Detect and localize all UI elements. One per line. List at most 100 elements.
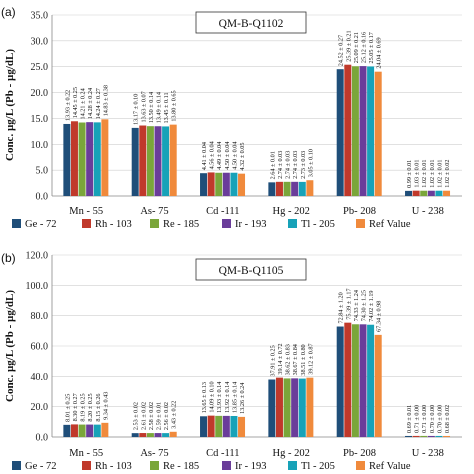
y-tick-label: 30.0 bbox=[31, 36, 49, 47]
y-tick-label: 40.0 bbox=[31, 372, 49, 383]
data-label: 8.15 ± 0.26 bbox=[95, 393, 102, 421]
bar-ir-193-0 bbox=[86, 424, 94, 437]
legend-swatch bbox=[222, 219, 231, 228]
bar-re-185-3 bbox=[283, 181, 291, 196]
legend-swatch bbox=[150, 219, 159, 228]
bar-re-185-5 bbox=[420, 190, 428, 196]
y-axis-label: Conc. µg/L (Pb - µg/dL) bbox=[4, 49, 16, 161]
x-category-label: Hg - 202 bbox=[272, 206, 309, 217]
bar-rh-103-0 bbox=[70, 424, 78, 437]
bar-tl-205-5 bbox=[435, 190, 443, 196]
legend-swatch bbox=[356, 461, 365, 470]
bar-rh-103-0 bbox=[70, 121, 78, 196]
legend-swatch bbox=[12, 219, 21, 228]
bar-re-185-0 bbox=[78, 122, 86, 196]
data-label: 2.74 ± 0.03 bbox=[285, 151, 292, 179]
bar-tl-205-3 bbox=[298, 378, 306, 437]
data-label: 8.30 ± 0.27 bbox=[72, 393, 79, 421]
data-label: 13.49 ± 0.14 bbox=[156, 92, 163, 123]
data-label: 4.41 ± 0.04 bbox=[201, 142, 208, 170]
legend-entry: Ge - 72 bbox=[25, 461, 57, 472]
bar-ref-value-4 bbox=[374, 334, 382, 437]
data-label: 13.80 ± 0.65 bbox=[171, 90, 178, 121]
legend-swatch bbox=[288, 461, 297, 470]
data-label: 4.32 ± 0.05 bbox=[239, 143, 246, 171]
bar-rh-103-1 bbox=[139, 433, 147, 437]
panel-tag: (a) bbox=[1, 5, 16, 19]
x-category-label: Hg - 202 bbox=[272, 448, 309, 459]
data-label: 0.99 ± 0.01 bbox=[406, 160, 413, 188]
bar-rh-103-3 bbox=[275, 181, 283, 196]
y-tick-label: 120.0 bbox=[26, 251, 49, 262]
data-label: 4.50 ± 0.04 bbox=[224, 142, 231, 170]
bar-rh-103-5 bbox=[412, 190, 420, 196]
x-category-label: U - 238 bbox=[412, 448, 444, 459]
bar-ir-193-4 bbox=[359, 324, 367, 437]
legend-swatch bbox=[356, 219, 365, 228]
bar-ge-72-2 bbox=[200, 173, 208, 196]
legend-swatch bbox=[222, 461, 231, 470]
x-category-label: As- 75 bbox=[140, 206, 168, 217]
y-tick-label: 5.0 bbox=[36, 166, 49, 177]
legend-entry: Ir - 193 bbox=[235, 461, 267, 472]
data-label: 13.93 ± 0.14 bbox=[216, 382, 223, 413]
legend-entry: Ref Value bbox=[369, 219, 411, 230]
chart-panel-a: 0.0 5.0 10.0 15.0 20.0 25.0 30.0 35.0 Conc. µg/L… bbox=[1, 5, 462, 230]
bar-rh-103-5 bbox=[412, 435, 420, 437]
bar-ir-193-1 bbox=[154, 126, 162, 196]
legend-entry: Re - 185 bbox=[163, 461, 199, 472]
panel-tag: (b) bbox=[1, 251, 16, 265]
bar-rh-103-3 bbox=[275, 377, 283, 437]
bar-rh-103-4 bbox=[344, 322, 352, 437]
x-category-label: Pb- 208 bbox=[343, 448, 376, 459]
bar-ref-value-5 bbox=[443, 190, 451, 196]
x-category-label: Cd -111 bbox=[206, 206, 239, 217]
bar-ge-72-0 bbox=[63, 424, 71, 437]
data-label: 37.91 ± 0.25 bbox=[269, 345, 276, 376]
y-tick-label: 20.0 bbox=[31, 402, 49, 413]
bar-ref-value-3 bbox=[306, 377, 314, 437]
chart-title: QM-B-Q1105 bbox=[219, 265, 284, 277]
y-tick-label: 20.0 bbox=[31, 88, 49, 99]
y-tick-label: 80.0 bbox=[31, 311, 49, 322]
data-label: 4.50 ± 0.04 bbox=[231, 142, 238, 170]
data-label: 25.09 ± 0.21 bbox=[353, 32, 360, 63]
chart-title-box bbox=[195, 11, 307, 34]
data-label: 25.12 ± 0.16 bbox=[361, 32, 368, 63]
data-label: 3.43 ± 0.22 bbox=[171, 401, 178, 429]
chart-title: QM-B-Q1102 bbox=[219, 18, 284, 30]
bar-re-185-5 bbox=[420, 435, 428, 437]
data-label: 0.70 ± 0.00 bbox=[429, 405, 436, 433]
x-category-label: Cd -111 bbox=[206, 448, 239, 459]
data-label: 1.02 ± 0.02 bbox=[444, 160, 451, 188]
bar-ge-72-1 bbox=[131, 433, 139, 437]
bar-tl-205-3 bbox=[298, 181, 306, 196]
bar-ir-193-5 bbox=[427, 190, 435, 196]
bar-ge-72-0 bbox=[63, 123, 71, 196]
bar-ir-193-4 bbox=[359, 66, 367, 196]
data-label: 14.83 ± 0.38 bbox=[102, 85, 109, 116]
bar-rh-103-2 bbox=[207, 172, 215, 196]
bar-re-185-0 bbox=[78, 424, 86, 437]
legend-entry: Tl - 205 bbox=[301, 461, 335, 472]
data-label: 38.67 ± 0.84 bbox=[292, 344, 299, 375]
data-label: 14.45 ± 0.25 bbox=[72, 87, 79, 118]
data-label: 13.92 ± 0.14 bbox=[224, 382, 231, 413]
data-label: 2.73 ± 0.03 bbox=[300, 151, 307, 179]
data-label: 13.63 ± 0.07 bbox=[140, 91, 147, 122]
y-tick-label: 100.0 bbox=[26, 281, 49, 292]
data-label: 1.03 ± 0.01 bbox=[414, 160, 421, 188]
bar-re-185-4 bbox=[351, 66, 359, 196]
bar-ge-72-3 bbox=[268, 182, 276, 196]
data-label: 38.51 ± 0.80 bbox=[300, 344, 307, 375]
bar-ge-72-5 bbox=[405, 435, 413, 437]
bar-tl-205-2 bbox=[230, 172, 238, 196]
data-label: 9.34 ± 0.43 bbox=[102, 392, 109, 420]
data-label: 14.28 ± 0.24 bbox=[87, 88, 94, 119]
data-label: 3.05 ± 0.10 bbox=[307, 149, 314, 177]
x-category-label: As- 75 bbox=[140, 448, 168, 459]
bar-ref-value-1 bbox=[169, 431, 177, 437]
data-label: 2.53 ± 0.02 bbox=[133, 402, 140, 430]
bar-tl-205-5 bbox=[435, 435, 443, 437]
